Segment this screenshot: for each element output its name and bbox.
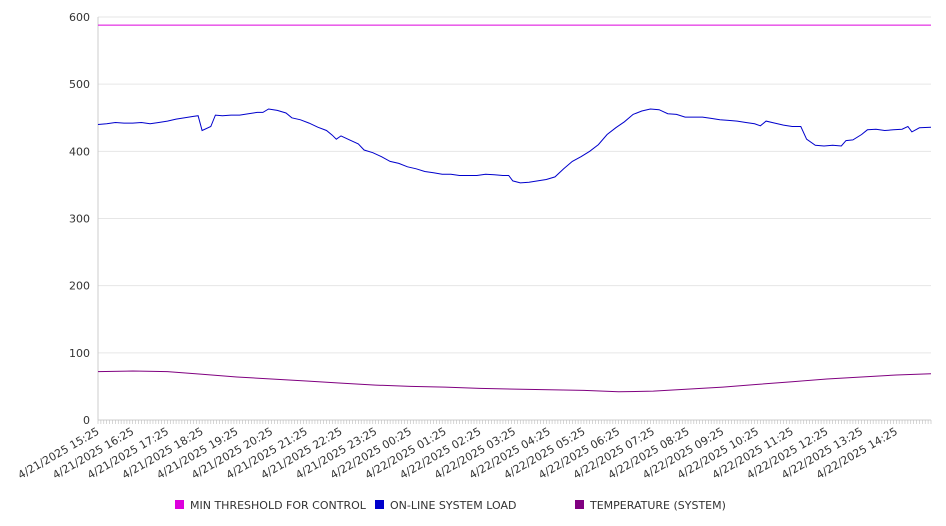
legend-item[interactable]: ON-LINE SYSTEM LOAD (375, 499, 516, 512)
grid-lines (98, 16, 931, 354)
y-tick-label: 0 (83, 414, 90, 427)
series-line-3 (97, 370, 932, 393)
y-tick-label: 600 (69, 11, 90, 24)
series-line-2 (97, 108, 932, 184)
series-lines (97, 24, 932, 393)
y-tick-label: 300 (69, 213, 90, 226)
legend-label: ON-LINE SYSTEM LOAD (390, 499, 516, 512)
legend-label: MIN THRESHOLD FOR CONTROL (190, 499, 367, 512)
axes (97, 17, 932, 424)
y-tick-label: 400 (69, 145, 90, 158)
y-tick-label: 100 (69, 347, 90, 360)
legend-label: TEMPERATURE (SYSTEM) (589, 499, 726, 512)
y-axis-ticks: 0 100 200 300 400 500 600 (69, 11, 90, 427)
x-axis-ticks: 4/21/2025 15:254/21/2025 16:254/21/2025 … (16, 425, 900, 482)
legend: MIN THRESHOLD FOR CONTROL ON-LINE SYSTEM … (175, 499, 726, 512)
legend-swatch (375, 500, 384, 509)
legend-swatch (175, 500, 184, 509)
y-tick-label: 200 (69, 280, 90, 293)
y-tick-label: 500 (69, 78, 90, 91)
legend-swatch (575, 500, 584, 509)
legend-item[interactable]: MIN THRESHOLD FOR CONTROL (175, 499, 367, 512)
legend-item[interactable]: TEMPERATURE (SYSTEM) (575, 499, 726, 512)
